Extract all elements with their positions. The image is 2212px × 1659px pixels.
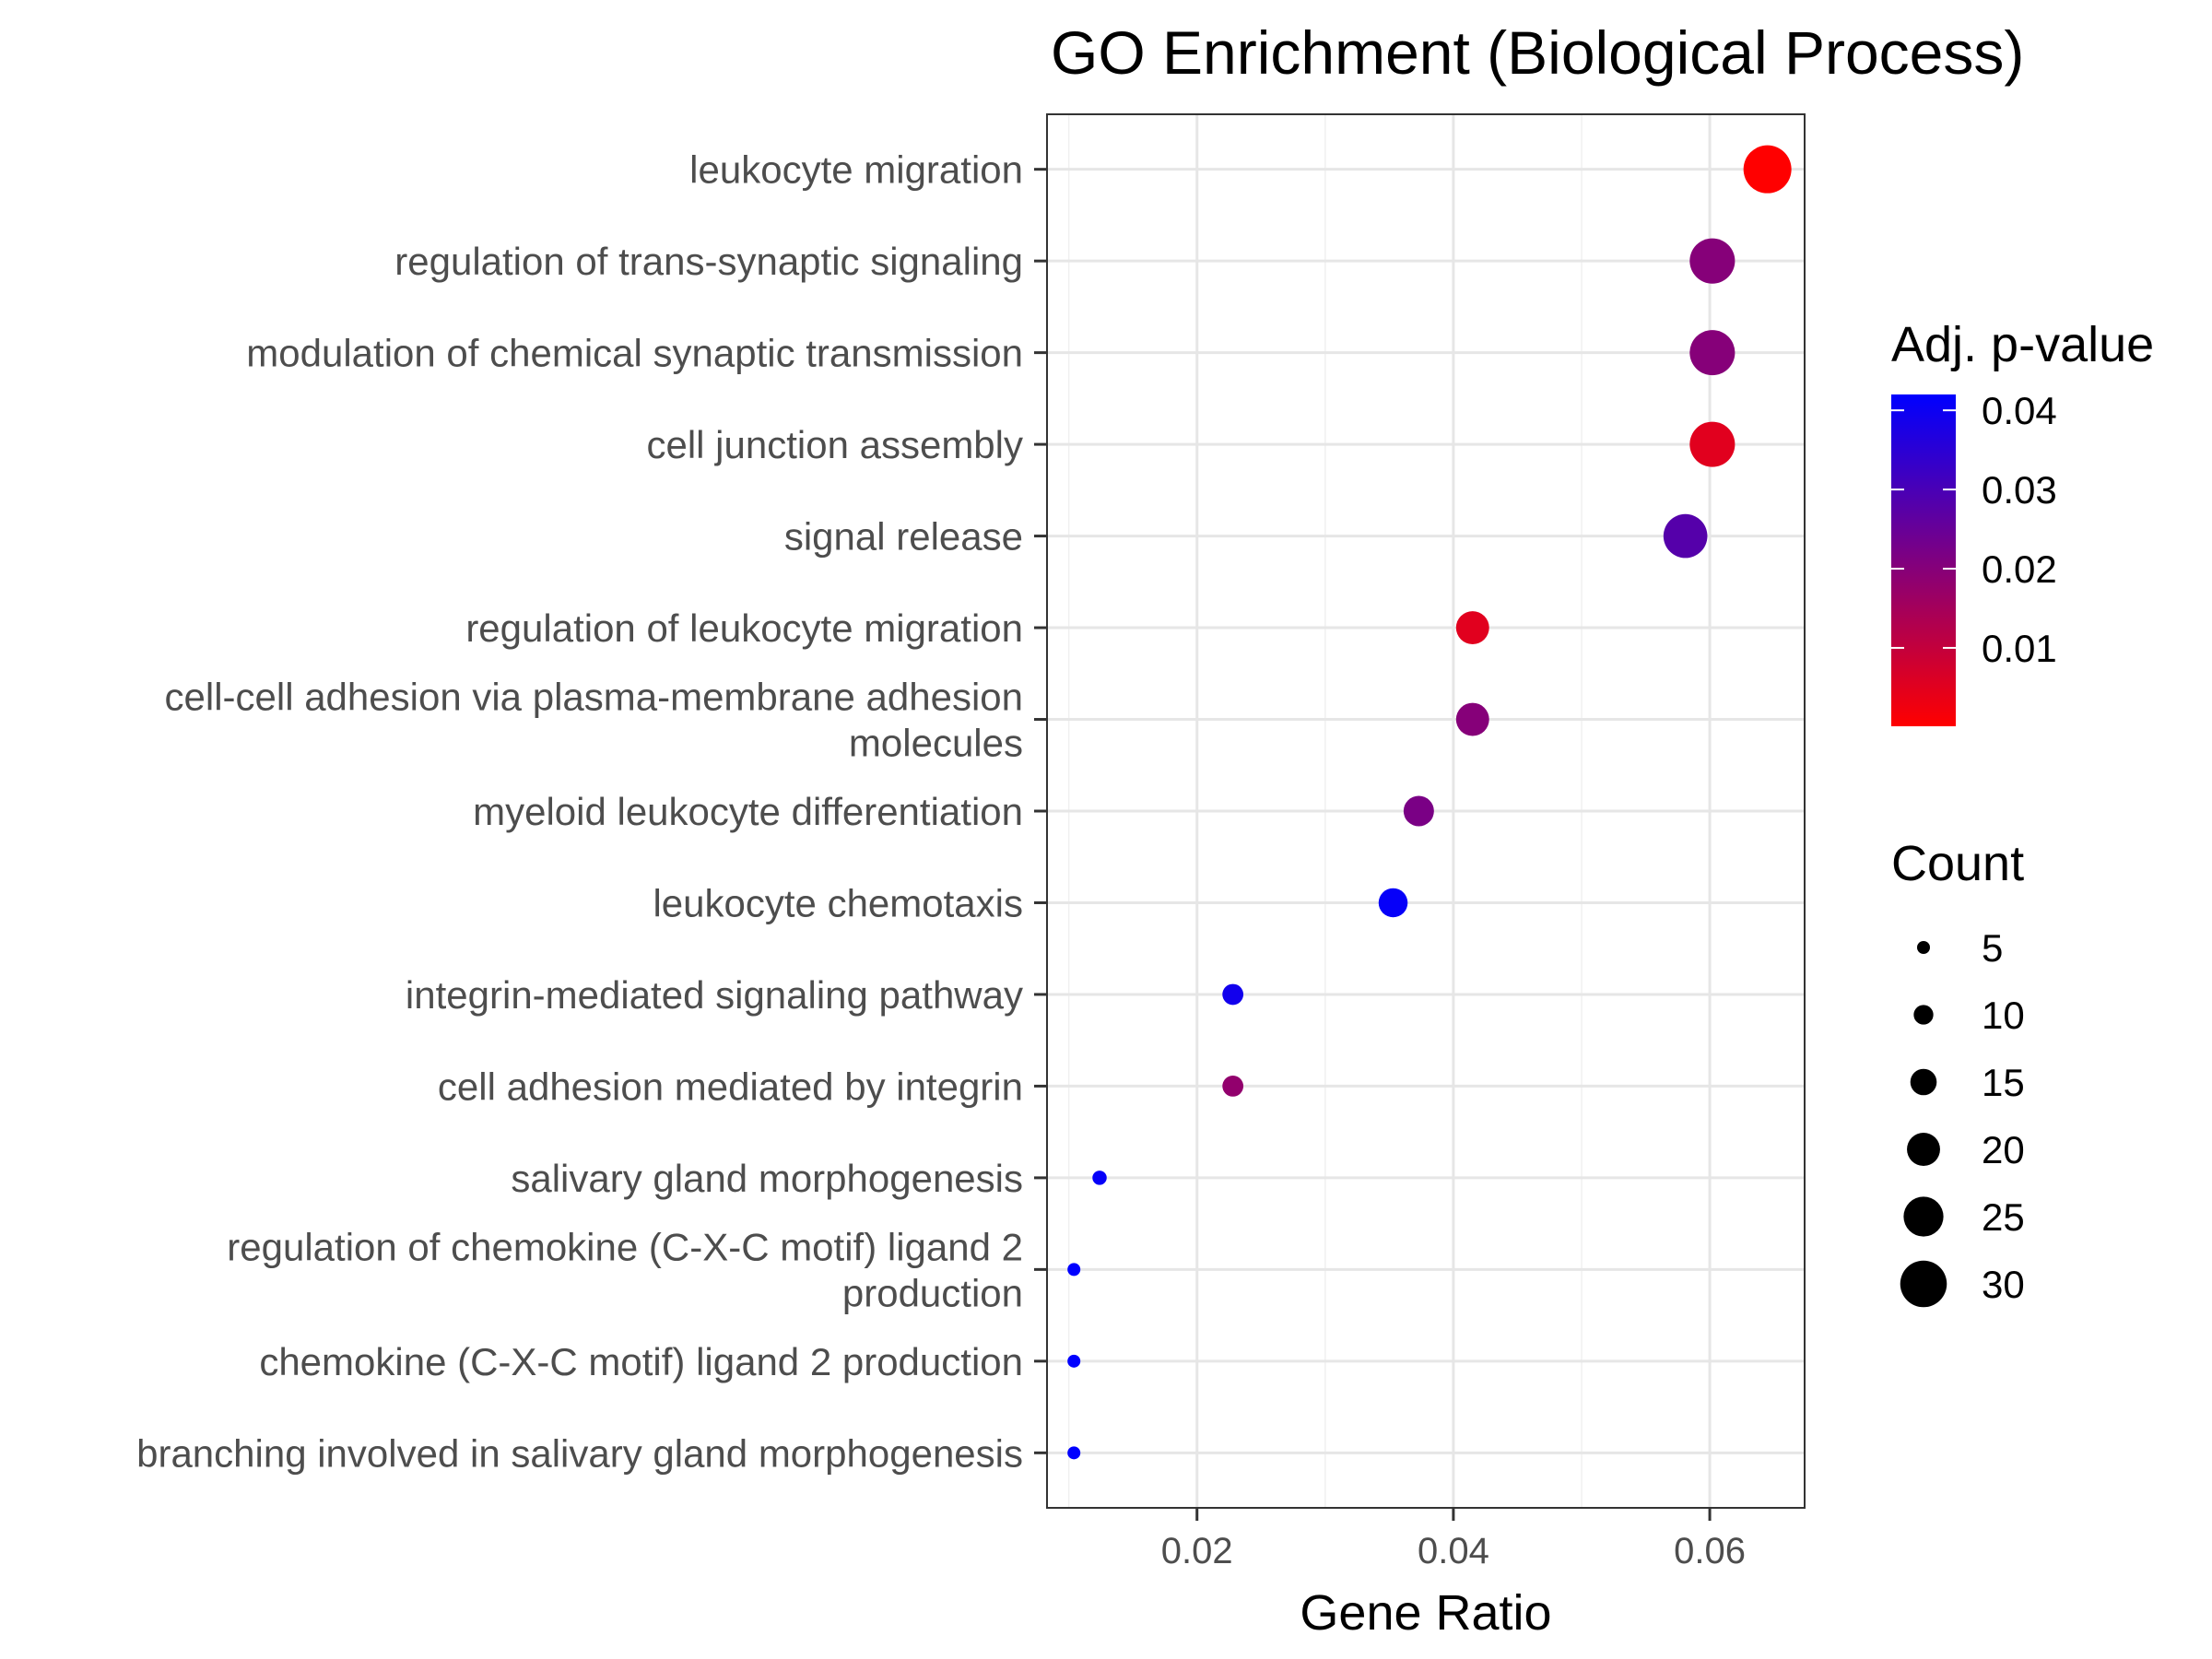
size-legend-label: 20: [1982, 1128, 2025, 1171]
size-legend-dot: [1913, 1005, 1934, 1025]
size-legend-items: 5 10 15 20 25 30: [1900, 926, 2025, 1308]
data-point: [1455, 702, 1489, 736]
y-tick-label: salivary gland morphogenesis: [511, 1157, 1023, 1200]
y-tick-label: myeloid leukocyte differentiation: [473, 790, 1023, 833]
y-tick-label: chemokine (C-X-C motif) ligand 2 product…: [259, 1340, 1023, 1383]
data-point: [1455, 611, 1489, 645]
color-tick-label: 0.01: [1982, 627, 2057, 670]
size-legend-label: 15: [1982, 1061, 2025, 1104]
data-point: [1092, 1171, 1107, 1185]
color-scale-bar: [1891, 394, 1956, 726]
y-tick-label: regulation of chemokine (C-X-C motif) li…: [227, 1225, 1023, 1314]
y-tick-label: cell junction assembly: [646, 423, 1023, 466]
legend: Adj. p-value 0.01 0.02 0.03 0.04 Count 5 10 1…: [1891, 317, 2154, 1308]
color-legend-title: Adj. p-value: [1891, 317, 2154, 372]
y-tick-label: regulation of trans-synaptic signaling: [394, 240, 1023, 283]
y-axis: leukocyte migration regulation of trans-s…: [136, 148, 1047, 1475]
color-tick-label: 0.02: [1982, 547, 2057, 591]
x-tick-label: 0.02: [1161, 1531, 1233, 1571]
data-point: [1378, 888, 1408, 918]
size-legend-dot: [1900, 1260, 1947, 1308]
size-legend-title: Count: [1891, 836, 2024, 891]
size-legend-dot: [1903, 1196, 1944, 1237]
data-point: [1067, 1263, 1081, 1277]
data-point: [1403, 795, 1434, 827]
y-tick-label: branching involved in salivary gland mor…: [136, 1431, 1023, 1475]
y-tick-label: cell adhesion mediated by integrin: [438, 1065, 1023, 1108]
color-scale-ticks: 0.01 0.02 0.03 0.04: [1891, 389, 2057, 670]
data-point: [1689, 421, 1735, 467]
y-tick-label: cell-cell adhesion via plasma-membrane a…: [165, 676, 1024, 765]
data-point: [1743, 145, 1792, 194]
x-tick-label: 0.06: [1674, 1531, 1746, 1571]
data-point: [1663, 513, 1708, 559]
data-points: [1067, 145, 1792, 1460]
y-tick-label: modulation of chemical synaptic transmis…: [246, 332, 1023, 375]
color-tick-label: 0.03: [1982, 468, 2057, 512]
data-point: [1689, 330, 1735, 376]
size-legend-label: 30: [1982, 1263, 2025, 1306]
data-point: [1689, 238, 1735, 284]
y-tick-label: integrin-mediated signaling pathway: [406, 973, 1023, 1017]
y-tick-label: leukocyte migration: [689, 148, 1023, 192]
data-point: [1067, 1446, 1081, 1460]
size-legend-dot: [1907, 1133, 1940, 1166]
y-tick-label: signal release: [784, 515, 1023, 559]
size-legend-label: 5: [1982, 926, 2003, 970]
color-tick-label: 0.04: [1982, 389, 2057, 432]
data-point: [1222, 983, 1244, 1006]
y-tick-label: leukocyte chemotaxis: [653, 881, 1023, 924]
x-axis: 0.02 0.04 0.06: [1161, 1508, 1746, 1571]
data-point: [1067, 1354, 1081, 1368]
chart-title: GO Enrichment (Biological Process): [1051, 18, 2024, 87]
x-axis-title: Gene Ratio: [1300, 1585, 1551, 1641]
size-legend-dot: [1917, 941, 1930, 954]
x-tick-label: 0.04: [1418, 1531, 1489, 1571]
data-point: [1222, 1076, 1244, 1097]
size-legend-label: 25: [1982, 1195, 2025, 1239]
size-legend-label: 10: [1982, 994, 2025, 1037]
size-legend-dot: [1910, 1068, 1937, 1096]
y-tick-label: regulation of leukocyte migration: [465, 606, 1023, 650]
